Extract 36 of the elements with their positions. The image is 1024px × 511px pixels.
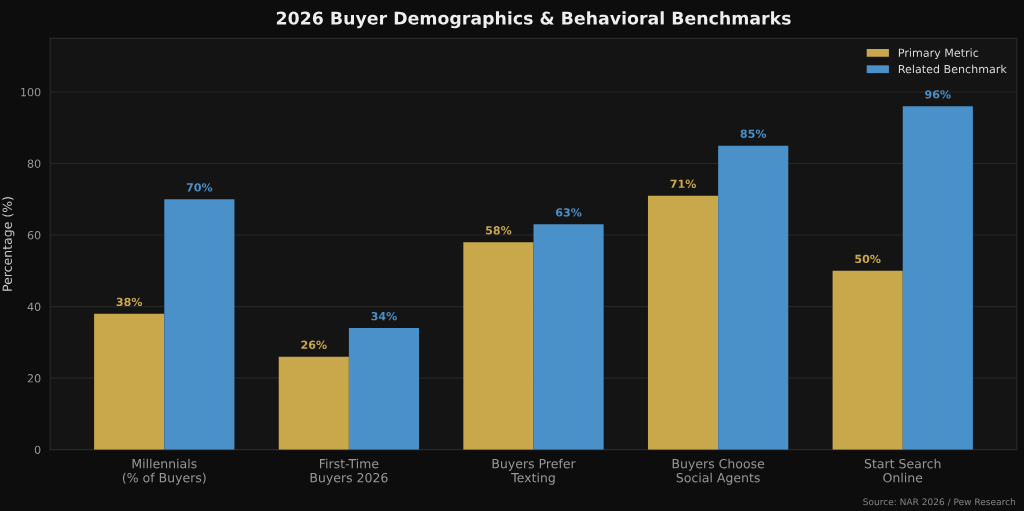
data-label: 38% [116,297,143,307]
data-label: 34% [371,311,397,321]
bar [278,356,349,450]
data-label: 85% [740,129,767,138]
bar [164,199,235,450]
data-label: 71% [670,179,696,188]
source-note: Source: NAR 2026 / Pew Research [863,498,1016,506]
bar [94,313,165,450]
chart-title: 2026 Buyer Demographics & Behavioral Benchmarks [276,11,791,29]
data-label: 70% [186,183,213,192]
x-tick-label: Buyers Prefer Texting [492,458,576,485]
data-label: 96% [925,90,951,99]
bar [902,106,973,450]
data-label: 58% [485,226,512,235]
bar [718,145,789,450]
bar [463,242,534,450]
y-tick-label: 100 [21,87,41,97]
data-label: 63% [555,208,582,217]
y-tick-label: 20 [27,374,41,383]
y-tick-label: 40 [27,302,41,311]
y-tick-label: 60 [27,231,41,240]
x-tick-label: First-Time Buyers 2026 [310,458,388,485]
x-tick-label: Millennials (% of Buyers) [122,458,206,485]
bar [832,270,903,450]
legend-label: Related Benchmark [898,64,1007,74]
y-tick-label: 80 [27,159,41,168]
bar [647,195,719,450]
x-tick-label: Buyers Choose Social Agents [672,458,765,485]
x-tick-label: Start Search Online [864,458,941,483]
legend-label: Primary Metric [898,48,979,60]
data-label: 50% [855,254,881,264]
bar [533,224,604,450]
data-label: 26% [301,340,327,349]
y-axis-title: Percentage (%) [2,197,15,291]
y-tick-label: 0 [34,445,41,455]
bar [348,328,420,450]
